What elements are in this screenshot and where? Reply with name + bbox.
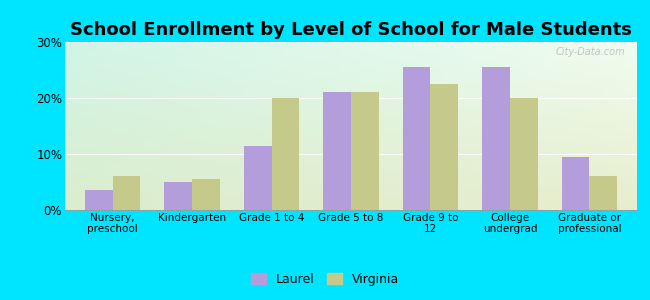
Bar [562,157,590,210]
Bar [244,146,272,210]
Bar [482,67,510,210]
Bar [510,98,538,210]
Bar [402,67,430,210]
Bar [323,92,351,210]
Bar [590,176,617,210]
Bar [430,84,458,210]
Text: City-Data.com: City-Data.com [556,47,625,57]
Bar [164,182,192,210]
Legend: Laurel, Virginia: Laurel, Virginia [246,268,404,291]
Bar [112,176,140,210]
Title: School Enrollment by Level of School for Male Students: School Enrollment by Level of School for… [70,21,632,39]
Bar [351,92,379,210]
Bar [192,179,220,210]
Bar [272,98,300,210]
Bar [85,190,112,210]
